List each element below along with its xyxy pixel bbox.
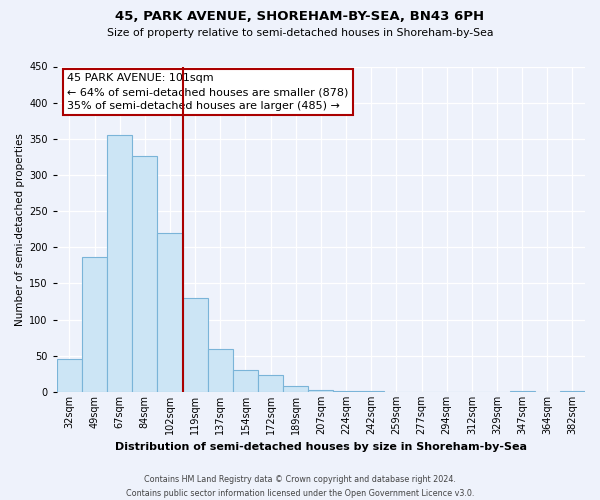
Bar [308,390,334,392]
Bar [182,298,208,392]
Bar [157,233,182,392]
Bar [233,370,258,392]
Bar [132,156,157,392]
Bar [208,348,233,392]
Y-axis label: Number of semi-detached properties: Number of semi-detached properties [15,133,25,326]
Text: Size of property relative to semi-detached houses in Shoreham-by-Sea: Size of property relative to semi-detach… [107,28,493,38]
Bar [509,391,535,392]
Bar [82,258,107,392]
Bar [560,391,585,392]
Bar [283,386,308,392]
Bar [107,135,132,392]
Bar [57,358,82,392]
Bar [359,391,384,392]
X-axis label: Distribution of semi-detached houses by size in Shoreham-by-Sea: Distribution of semi-detached houses by … [115,442,527,452]
Bar [258,376,283,392]
Text: 45, PARK AVENUE, SHOREHAM-BY-SEA, BN43 6PH: 45, PARK AVENUE, SHOREHAM-BY-SEA, BN43 6… [115,10,485,23]
Text: 45 PARK AVENUE: 101sqm
← 64% of semi-detached houses are smaller (878)
35% of se: 45 PARK AVENUE: 101sqm ← 64% of semi-det… [67,73,349,111]
Bar [334,391,359,392]
Text: Contains HM Land Registry data © Crown copyright and database right 2024.
Contai: Contains HM Land Registry data © Crown c… [126,476,474,498]
